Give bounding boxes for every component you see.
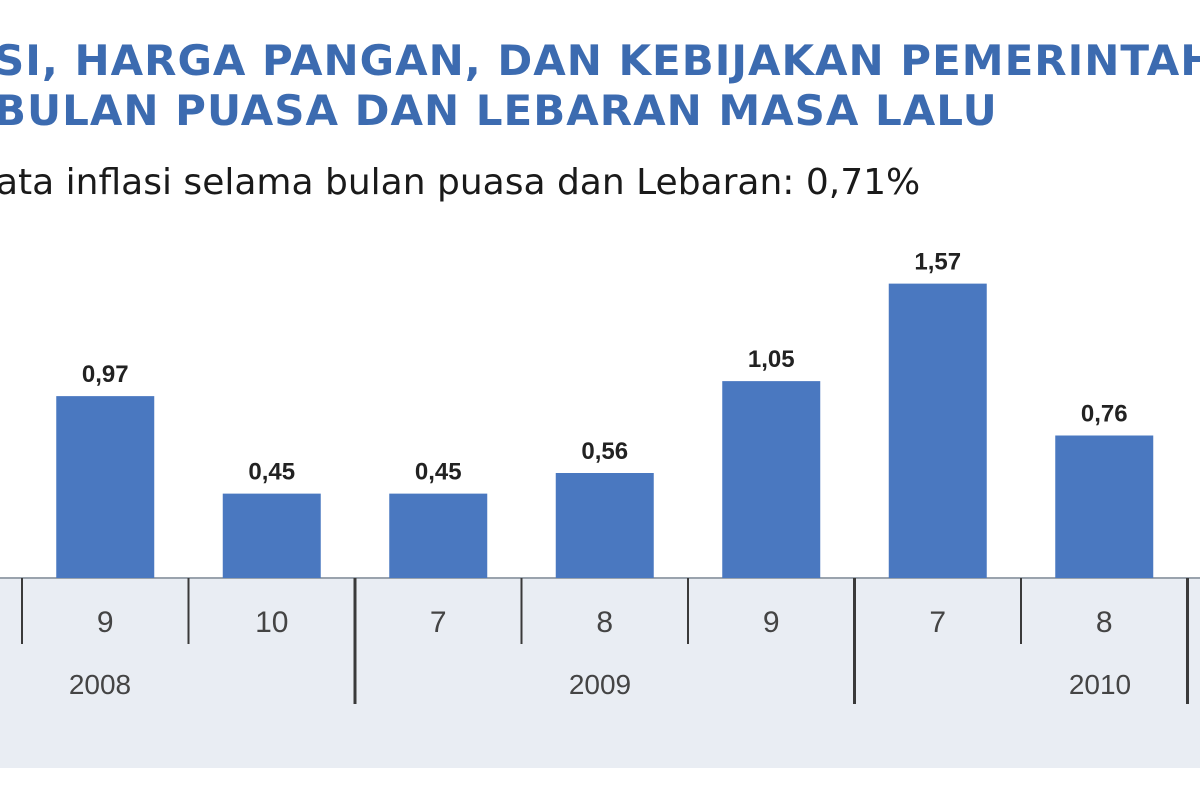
year-group-label: 2008 [69,669,131,700]
x-tick-label: 8 [1096,606,1113,639]
bar-value-label: 1,57 [914,249,961,276]
chart-subtitle: ata inflasi selama bulan puasa dan Lebar… [0,162,921,203]
bar-2010-8 [1055,435,1154,578]
bar-value-label: 0,97 [82,361,129,388]
axis-band [0,578,1200,768]
bars-layer [56,283,1154,578]
chart-title-line-1: SI, HARGA PANGAN, DAN KEBIJAKAN PEMERINT… [0,36,1200,85]
x-tick-label: 8 [596,606,613,639]
bar-2008-9 [56,396,155,578]
x-tick-label: 9 [763,606,780,639]
tick-labels-layer: 9 10 7 8 9 7 8 [97,606,1113,639]
bar-value-label: 0,56 [581,438,628,465]
year-labels-layer: 2008 2009 2010 [69,669,1131,700]
bar-2009-9 [722,381,821,578]
x-tick-label: 9 [97,606,114,639]
bar-2009-8 [555,473,654,578]
bar-value-label: 1,05 [748,346,795,373]
bar-value-label: 0,76 [1081,401,1128,428]
separators-layer [21,578,1189,704]
chart-title-line-2: BULAN PUASA DAN LEBARAN MASA LALU [0,86,998,135]
value-labels-layer: 0,97 0,45 0,45 0,56 1,05 1,57 0,76 [82,249,1128,486]
bar-2009-7 [389,493,488,578]
year-group-label: 2010 [1069,669,1131,700]
bar-2008-10 [222,493,321,578]
x-tick-label: 7 [430,606,447,639]
bar-value-label: 0,45 [248,459,295,486]
bar-value-label: 0,45 [415,459,462,486]
year-group-label: 2009 [569,669,631,700]
x-tick-label: 7 [929,606,946,639]
x-tick-label: 10 [255,606,288,639]
bar-2010-7 [888,283,987,578]
